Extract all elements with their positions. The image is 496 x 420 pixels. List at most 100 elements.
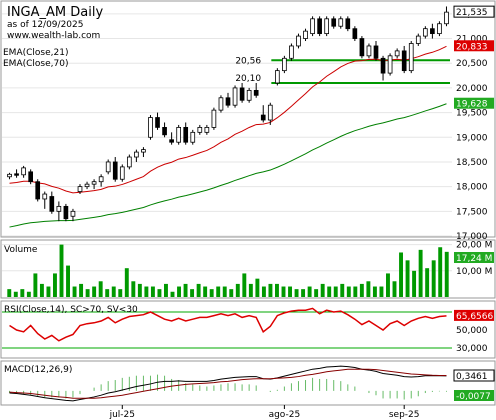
rsi-tick-label: 50,000 [456, 326, 488, 336]
ema-lines [9, 45, 447, 228]
rsi-label: RSI(Close,14), SC>70, SV<30 [4, 305, 138, 315]
volume-bar [190, 289, 195, 297]
candle [394, 48, 400, 59]
candle [373, 41, 379, 61]
volume-bar [314, 289, 319, 297]
volume-bar [294, 289, 299, 297]
candle-body-up [274, 70, 280, 84]
volume-bar [53, 273, 57, 297]
volume-bar [372, 286, 377, 297]
rsi-tick-label: 30,000 [456, 344, 488, 354]
price-tick-label: 21,000 [456, 35, 488, 45]
candle [14, 169, 19, 178]
candle-body-up [197, 127, 203, 133]
volume-bar [425, 268, 430, 297]
candle-body-up [119, 166, 125, 180]
candle-body-down [49, 196, 55, 212]
candle [126, 154, 132, 170]
volume-bar [124, 268, 129, 297]
macd-histogram [9, 374, 447, 400]
macd-label: MACD(12,26,9) [4, 365, 72, 375]
volume-bar [431, 260, 436, 297]
candle-body-down [225, 97, 231, 106]
candle [380, 55, 386, 81]
volume-bar [307, 286, 312, 297]
candle-body-down [317, 18, 322, 35]
candle [345, 16, 351, 32]
candle-body-up [77, 186, 83, 192]
volume-bar [275, 283, 279, 297]
volume-bar [405, 260, 410, 297]
candle-body-down [112, 161, 118, 180]
candle [91, 179, 97, 190]
rsi-pane: 50,000 30,000 RSI(Close,14), SC>70, SV<30… [0, 300, 496, 359]
volume-bar [353, 286, 358, 297]
price-tick-label: 19,000 [456, 133, 488, 143]
volume-bar [366, 281, 371, 297]
volume-bar [33, 273, 38, 297]
volume-bar [242, 273, 247, 297]
candle [303, 28, 308, 42]
candle-body-up [218, 97, 224, 111]
chart-title: INGA_AM Daily [7, 5, 103, 20]
macd-pane: MACD(12,26,9) 0,3461 -0,0077 [0, 360, 496, 406]
price-pane: 21,50021,00020,50020,00019,50019,00018,5… [0, 0, 496, 242]
volume-axis: 20,00 M 10,00 M [456, 241, 492, 277]
candle-body-up [105, 161, 111, 173]
candle [141, 147, 146, 158]
candle-body-down [63, 205, 69, 220]
volume-bar [111, 286, 116, 297]
volume-bar [92, 286, 97, 297]
candle [204, 124, 210, 135]
volume-bar [346, 286, 351, 297]
volume-bar [79, 283, 84, 297]
volume-bar [7, 289, 12, 297]
candle-body-up [21, 167, 26, 176]
candle-body-down [401, 50, 407, 72]
candle [119, 164, 125, 182]
candle [148, 115, 153, 140]
volume-bar [268, 283, 273, 297]
candle-body-down [373, 45, 379, 59]
candle [408, 41, 414, 74]
candle [296, 33, 301, 49]
candle-body-up [310, 18, 315, 35]
volume-bar [235, 283, 240, 297]
candle-body-up [296, 35, 301, 47]
candle [49, 191, 55, 214]
candle-body-down [331, 18, 337, 27]
volume-bar [85, 289, 90, 297]
volume-bar [131, 281, 136, 297]
price-tags: 21,535 20,833 19,628 [453, 5, 495, 110]
macd-pane-frame [0, 360, 496, 406]
volume-bar [183, 283, 188, 297]
candle-body-up [98, 176, 104, 183]
candle-body-up [437, 23, 442, 35]
candle-body-up [91, 181, 97, 185]
volume-bar [105, 289, 110, 297]
candle [260, 105, 266, 123]
candle-body-up [141, 149, 146, 153]
macd-hist-value: -0,0077 [456, 392, 491, 402]
ema21-line [9, 45, 447, 194]
volume-bar [118, 289, 123, 297]
candle [105, 159, 111, 175]
volume-bar [229, 289, 234, 297]
volume-last-value: 17,24 M [456, 254, 492, 264]
candle-body-up [444, 11, 449, 25]
candle [422, 26, 428, 39]
candle [134, 149, 139, 162]
support-lower-label: 20,10 [235, 74, 261, 84]
volume-bar [386, 273, 390, 297]
candle-body-up [422, 28, 428, 37]
candle [28, 169, 34, 185]
volume-bar [164, 283, 168, 297]
candle [401, 45, 407, 74]
candle [218, 95, 224, 113]
candle [225, 92, 231, 108]
volume-bar [418, 249, 423, 297]
volume-bar [261, 286, 266, 297]
candle [77, 184, 83, 195]
volume-bar [222, 286, 227, 297]
macd-last-tag [453, 369, 495, 382]
